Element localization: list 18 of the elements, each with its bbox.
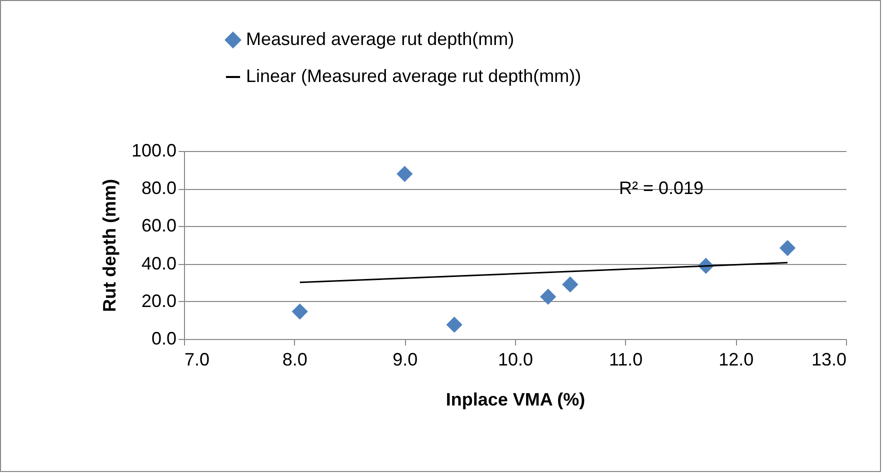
y-tick-label: 60.0 [141, 216, 176, 236]
x-tick-label: 11.0 [608, 350, 643, 370]
x-tick-label: 9.0 [392, 350, 418, 370]
x-tick-label: 7.0 [184, 350, 210, 370]
legend-label: Measured average rut depth(mm) [246, 29, 514, 49]
x-tick-label: 12.0 [718, 350, 754, 370]
x-tick-label: 10.0 [498, 350, 534, 370]
x-axis-title: Inplace VMA (%) [446, 390, 586, 410]
x-tick-label: 8.0 [282, 350, 308, 370]
annotation: R² = 0.019 [619, 178, 704, 198]
y-tick-label: 100.0 [131, 140, 176, 160]
y-tick-label: 80.0 [141, 178, 176, 198]
y-axis-title: Rut depth (mm) [99, 179, 120, 312]
y-tick-label: 40.0 [141, 253, 176, 274]
legend-label: Linear (Measured average rut depth(mm)) [246, 66, 582, 86]
y-tick-label: 0.0 [151, 328, 176, 348]
x-tick-label: 13.0 [811, 350, 846, 370]
y-tick-label: 20.0 [141, 290, 176, 311]
